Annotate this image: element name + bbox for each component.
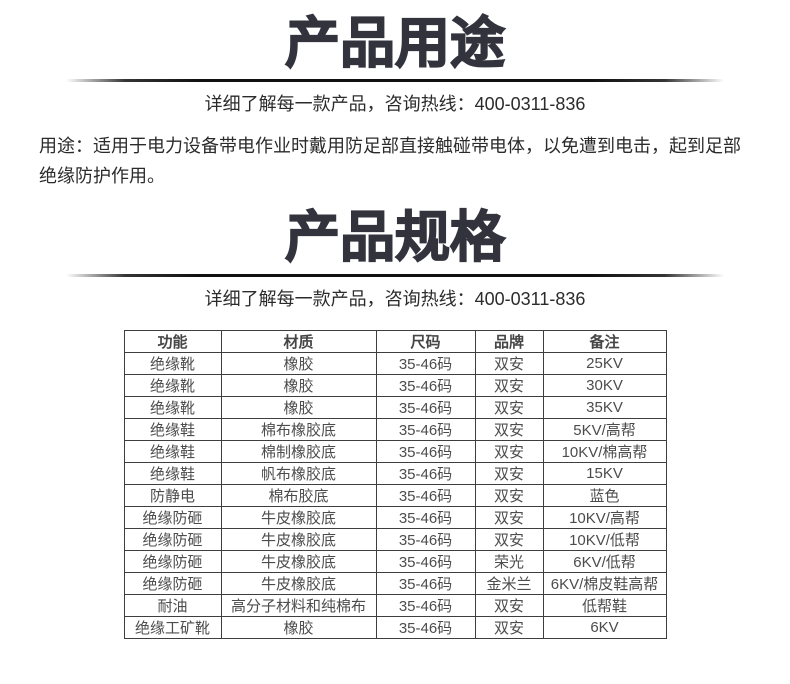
table-cell: 双安 [474, 439, 544, 463]
table-row: 绝缘防砸 牛皮橡胶底 35-46码 荣光 6KV/低帮 [123, 549, 667, 573]
table-cell: 绝缘防砸 [123, 571, 222, 595]
table-cell: 35-46码 [375, 417, 476, 441]
table-row: 绝缘工矿靴 橡胶 35-46码 双安 6KV [123, 615, 667, 639]
table-cell: 35KV [542, 395, 667, 419]
table-row: 绝缘鞋 棉制橡胶底 35-46码 双安 10KV/棉高帮 [123, 439, 667, 463]
spec-table-header-cell: 功能 [123, 329, 222, 353]
table-cell: 牛皮橡胶底 [220, 527, 377, 551]
table-row: 绝缘靴 橡胶 35-46码 双安 30KV [123, 373, 667, 397]
table-cell: 荣光 [474, 549, 544, 573]
table-cell: 双安 [474, 527, 544, 551]
table-cell: 棉布胶底 [220, 483, 377, 507]
table-cell: 低帮鞋 [542, 593, 667, 617]
table-cell: 棉制橡胶底 [220, 439, 377, 463]
spec-table-header-row: 功能 材质 尺码 品牌 备注 [123, 329, 667, 353]
table-row: 绝缘防砸 牛皮橡胶底 35-46码 双安 10KV/低帮 [123, 527, 667, 551]
table-cell: 绝缘鞋 [123, 461, 222, 485]
spec-table-header-cell: 备注 [542, 329, 667, 353]
specs-hotline-subtitle: 详细了解每一款产品，咨询热线：400-0311-836 [204, 288, 586, 309]
table-cell: 35-46码 [375, 439, 476, 463]
table-cell: 35-46码 [375, 483, 476, 507]
table-row: 绝缘鞋 棉布橡胶底 35-46码 双安 5KV/高帮 [123, 417, 667, 441]
table-cell: 双安 [474, 395, 544, 419]
table-cell: 橡胶 [220, 615, 377, 639]
table-cell: 25KV [542, 351, 667, 375]
table-cell: 双安 [474, 483, 544, 507]
table-row: 耐油 高分子材料和纯棉布 35-46码 双安 低帮鞋 [123, 593, 667, 617]
table-cell: 35-46码 [375, 461, 476, 485]
spec-table-body: 绝缘靴 橡胶 35-46码 双安 25KV 绝缘靴 橡胶 35-46码 双安 30KV 绝缘靴 橡胶 3… [123, 351, 667, 639]
specs-divider [66, 273, 724, 277]
table-cell: 金米兰 [474, 571, 544, 595]
spec-table: 功能 材质 尺码 品牌 备注 绝缘靴 橡胶 35-46码 双安 25KV 绝缘靴 橡胶 35-46码双… [123, 329, 667, 639]
table-cell: 35-46码 [375, 395, 476, 419]
table-cell: 35-46码 [375, 373, 476, 397]
table-cell: 10KV/棉高帮 [542, 439, 667, 463]
table-row: 绝缘鞋 帆布橡胶底 35-46码 双安 15KV [123, 461, 667, 485]
table-row: 绝缘靴 橡胶 35-46码 双安 25KV [123, 351, 667, 375]
table-cell: 35-46码 [375, 615, 476, 639]
product-specs-section: 产品规格 详细了解每一款产品，咨询热线：400-0311-836 功能 材质 尺码品… [0, 205, 790, 639]
table-cell: 双安 [474, 417, 544, 441]
table-cell: 6KV/低帮 [542, 549, 667, 573]
table-cell: 棉布橡胶底 [220, 417, 377, 441]
table-cell: 10KV/高帮 [542, 505, 667, 529]
spec-table-header-cell: 材质 [220, 329, 377, 353]
table-cell: 牛皮橡胶底 [220, 505, 377, 529]
table-cell: 牛皮橡胶底 [220, 549, 377, 573]
table-cell: 双安 [474, 351, 544, 375]
spec-table-header-cell: 尺码 [375, 329, 476, 353]
table-cell: 15KV [542, 461, 667, 485]
table-cell: 绝缘防砸 [123, 549, 222, 573]
table-cell: 绝缘鞋 [123, 417, 222, 441]
table-cell: 橡胶 [220, 373, 377, 397]
table-cell: 橡胶 [220, 395, 377, 419]
table-cell: 绝缘靴 [123, 395, 222, 419]
table-cell: 双安 [474, 461, 544, 485]
table-cell: 绝缘靴 [123, 351, 222, 375]
table-cell: 双安 [474, 593, 544, 617]
table-cell: 35-46码 [375, 571, 476, 595]
spec-table-header-cell: 品牌 [474, 329, 544, 353]
table-cell: 高分子材料和纯棉布 [220, 593, 377, 617]
table-cell: 35-46码 [375, 549, 476, 573]
usage-description: 用途：适用于电力设备带电作业时戴用防足部直接触碰带电体，以免遭到电击，起到足部绝… [39, 136, 741, 187]
table-cell: 5KV/高帮 [542, 417, 667, 441]
table-cell: 双安 [474, 505, 544, 529]
table-cell: 6KV/棉皮鞋高帮 [542, 571, 667, 595]
table-cell: 绝缘靴 [123, 373, 222, 397]
table-cell: 双安 [474, 615, 544, 639]
table-cell: 绝缘工矿靴 [123, 615, 222, 639]
table-cell: 绝缘防砸 [123, 505, 222, 529]
usage-divider [66, 79, 724, 83]
table-cell: 35-46码 [375, 527, 476, 551]
table-cell: 双安 [474, 373, 544, 397]
table-row: 绝缘防砸 牛皮橡胶底 35-46码 双安 10KV/高帮 [123, 505, 667, 529]
specs-section-title: 产品规格 [284, 205, 506, 269]
table-cell: 35-46码 [375, 593, 476, 617]
table-row: 绝缘防砸 牛皮橡胶底 35-46码 金米兰 6KV/棉皮鞋高帮 [123, 571, 667, 595]
table-cell: 牛皮橡胶底 [220, 571, 377, 595]
table-row: 防静电 棉布胶底 35-46码 双安 蓝色 [123, 483, 667, 507]
table-cell: 橡胶 [220, 351, 377, 375]
table-cell: 10KV/低帮 [542, 527, 667, 551]
table-cell: 6KV [542, 615, 667, 639]
usage-hotline-subtitle: 详细了解每一款产品，咨询热线：400-0311-836 [204, 94, 586, 115]
table-cell: 绝缘防砸 [123, 527, 222, 551]
table-cell: 绝缘鞋 [123, 439, 222, 463]
product-usage-section: 产品用途 详细了解每一款产品，咨询热线：400-0311-836 用途：适用于电… [0, 0, 790, 191]
table-row: 绝缘靴 橡胶 35-46码 双安 35KV [123, 395, 667, 419]
table-cell: 耐油 [123, 593, 222, 617]
usage-section-title: 产品用途 [284, 11, 506, 75]
table-cell: 蓝色 [542, 483, 667, 507]
table-cell: 帆布橡胶底 [220, 461, 377, 485]
table-cell: 30KV [542, 373, 667, 397]
table-cell: 35-46码 [375, 351, 476, 375]
table-cell: 35-46码 [375, 505, 476, 529]
table-cell: 防静电 [123, 483, 222, 507]
